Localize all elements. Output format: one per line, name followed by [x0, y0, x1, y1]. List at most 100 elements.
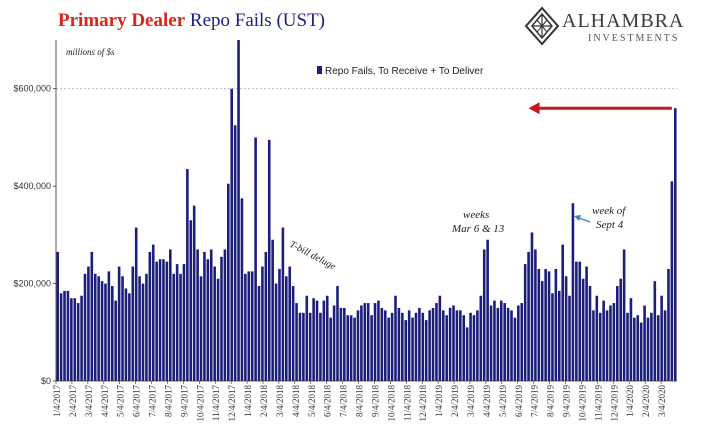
bar [639, 322, 643, 381]
bar [220, 256, 223, 381]
x-tick-label: 3/4/2017 [84, 385, 94, 418]
bar [80, 295, 83, 381]
bar [557, 290, 561, 381]
bar [629, 298, 633, 381]
bar [87, 266, 90, 381]
bar [240, 198, 244, 381]
tbill-annotation: T-bill deluge [288, 239, 338, 273]
bar [496, 307, 500, 381]
bar [267, 139, 271, 381]
bar [233, 125, 237, 381]
bar [295, 303, 298, 381]
bar [192, 205, 196, 381]
bar [206, 259, 210, 381]
bar [93, 273, 97, 381]
bar [401, 312, 404, 381]
bar [476, 310, 479, 381]
arrow-head [528, 102, 540, 115]
bar [554, 268, 558, 381]
x-tick-label: 11/4/2018 [402, 385, 412, 422]
bar [499, 300, 503, 381]
x-tick-label: 5/4/2017 [116, 385, 126, 418]
bar [322, 300, 326, 381]
bar [223, 249, 227, 381]
bar [653, 281, 657, 381]
bar [547, 271, 551, 381]
logo-subtitle: INVESTMENTS [588, 33, 680, 44]
bar [646, 317, 650, 381]
x-tick-label: 2/4/2020 [641, 385, 651, 418]
bar [100, 281, 104, 381]
y-tick-label: $0 [41, 376, 51, 386]
bar [452, 305, 455, 381]
bar [366, 303, 370, 381]
x-tick-label: 1/4/2019 [434, 385, 444, 418]
x-tick-label: 6/4/2018 [323, 385, 333, 418]
bar [493, 300, 496, 381]
bar [308, 312, 312, 381]
bar [431, 307, 435, 381]
x-tick-label: 4/4/2017 [100, 385, 110, 418]
bar [428, 310, 431, 381]
bar [138, 276, 141, 381]
legend-label: Repo Fails, To Receive + To Deliver [325, 66, 484, 77]
x-tick-label: 10/4/2019 [577, 385, 587, 422]
bar [568, 295, 571, 381]
bar [523, 264, 527, 381]
bar [247, 271, 251, 381]
bar [636, 315, 640, 381]
x-tick-label: 11/4/2019 [593, 385, 603, 422]
bar [527, 251, 530, 381]
sept-annotation-line2: Sept 4 [596, 219, 624, 231]
y-axis: $0 $200,000 $400,000 $600,000 [13, 40, 57, 386]
x-tick-label: 6/4/2017 [132, 385, 142, 418]
bar [189, 220, 193, 381]
bar [472, 315, 476, 381]
bar [319, 312, 322, 381]
x-axis: 1/4/2017 2/4/2017 3/4/2017 4/4/2017 5/4/2017… [52, 380, 677, 422]
bar [281, 227, 285, 381]
x-tick-label: 4/4/2019 [482, 385, 492, 418]
bar [438, 295, 442, 381]
bar [414, 312, 418, 381]
bar [209, 249, 213, 381]
bar [445, 315, 448, 381]
x-tick-label: 10/4/2018 [386, 385, 396, 422]
bar [479, 295, 483, 381]
x-tick-label: 12/4/2019 [609, 385, 619, 422]
bar [216, 278, 220, 381]
bar [158, 259, 162, 381]
bar [349, 315, 353, 381]
bar [213, 266, 216, 381]
bar [517, 305, 520, 381]
bar [619, 278, 622, 381]
bar [387, 317, 390, 381]
bar [404, 320, 408, 381]
x-tick-label: 3/4/2019 [466, 385, 476, 418]
x-tick-label: 12/4/2018 [418, 385, 428, 422]
bar [598, 312, 602, 381]
x-tick-label: 8/4/2018 [355, 385, 365, 418]
bar [131, 266, 135, 381]
bar [302, 312, 305, 381]
bar [602, 300, 605, 381]
sept-annotation-line1: week of [592, 205, 627, 217]
bar [291, 286, 295, 381]
bar [162, 259, 165, 381]
bar [76, 303, 80, 381]
bar [353, 317, 356, 381]
bar [660, 295, 663, 381]
bar [111, 286, 114, 381]
bar [66, 290, 70, 381]
bar [203, 251, 206, 381]
bar [506, 307, 510, 381]
bar [633, 317, 636, 381]
bar [513, 317, 517, 381]
bar [489, 305, 493, 381]
bar [325, 295, 329, 381]
bar [175, 264, 179, 381]
bar [469, 312, 472, 381]
bar [199, 276, 203, 381]
bar [441, 310, 445, 381]
bar [83, 273, 87, 381]
